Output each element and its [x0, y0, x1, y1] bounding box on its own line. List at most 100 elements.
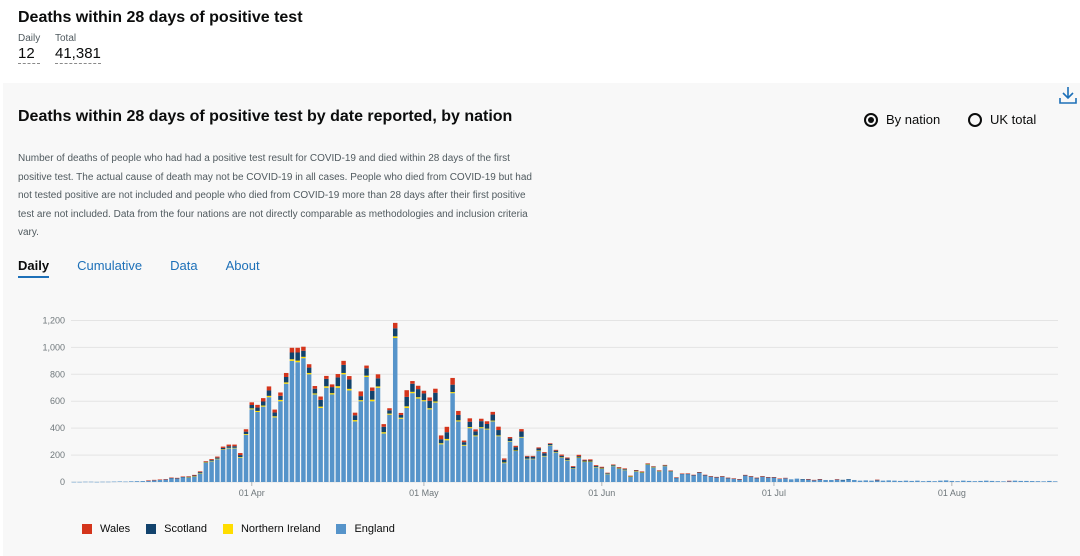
bar-scotland[interactable]	[519, 431, 524, 437]
bar-england[interactable]	[301, 358, 306, 482]
bar-england[interactable]	[949, 480, 955, 482]
radio-by-nation[interactable]: By nation	[864, 112, 940, 127]
bar-england[interactable]	[461, 445, 467, 482]
bar-scotland[interactable]	[341, 364, 346, 373]
bar-england[interactable]	[800, 479, 805, 482]
bar-northern-ireland[interactable]	[622, 469, 627, 471]
bar-england[interactable]	[961, 480, 966, 482]
bar-england[interactable]	[536, 451, 541, 482]
bar-england[interactable]	[903, 480, 909, 482]
bar-england[interactable]	[318, 407, 323, 482]
bar-northern-ireland[interactable]	[261, 405, 266, 407]
bar-scotland[interactable]	[496, 430, 501, 436]
bar-wales[interactable]	[616, 467, 622, 468]
bar-scotland[interactable]	[846, 479, 851, 480]
bar-scotland[interactable]	[370, 390, 375, 400]
bar-scotland[interactable]	[490, 414, 496, 421]
bar-wales[interactable]	[593, 465, 599, 466]
bar-wales[interactable]	[404, 390, 409, 397]
bar-england[interactable]	[645, 464, 650, 483]
bar-england[interactable]	[697, 472, 702, 482]
bar-scotland[interactable]	[306, 367, 312, 373]
bar-northern-ireland[interactable]	[530, 458, 536, 460]
bar-northern-ireland[interactable]	[668, 471, 673, 472]
bar-england[interactable]	[1012, 480, 1018, 482]
bar-scotland[interactable]	[559, 455, 564, 458]
bar-wales[interactable]	[461, 440, 467, 443]
bar-england[interactable]	[238, 457, 243, 482]
bar-wales[interactable]	[427, 397, 432, 401]
bar-england[interactable]	[1024, 480, 1029, 482]
bar-wales[interactable]	[295, 347, 300, 353]
bar-england[interactable]	[588, 461, 593, 482]
bar-scotland[interactable]	[616, 467, 622, 469]
bar-england[interactable]	[100, 481, 105, 483]
bar-england[interactable]	[163, 479, 168, 482]
bar-england[interactable]	[863, 480, 869, 482]
bar-wales[interactable]	[714, 476, 719, 478]
bar-england[interactable]	[806, 479, 811, 482]
legend-item-england[interactable]: England	[336, 523, 395, 535]
bar-northern-ireland[interactable]	[421, 400, 427, 402]
bar-scotland[interactable]	[467, 421, 473, 428]
bar-wales[interactable]	[765, 477, 771, 478]
bar-scotland[interactable]	[215, 457, 220, 459]
bar-england[interactable]	[456, 421, 461, 482]
bar-northern-ireland[interactable]	[203, 462, 209, 463]
bar-scotland[interactable]	[656, 470, 662, 472]
bar-wales[interactable]	[559, 454, 564, 456]
bar-wales[interactable]	[674, 477, 679, 478]
bar-england[interactable]	[197, 473, 203, 482]
bar-scotland[interactable]	[714, 477, 719, 478]
bar-england[interactable]	[381, 433, 386, 482]
bar-wales[interactable]	[266, 386, 272, 391]
bar-wales[interactable]	[720, 476, 725, 477]
bar-england[interactable]	[920, 481, 926, 482]
bar-england[interactable]	[771, 477, 777, 482]
bar-england[interactable]	[892, 480, 897, 482]
bar-northern-ireland[interactable]	[599, 468, 605, 469]
bar-england[interactable]	[875, 479, 880, 482]
bar-england[interactable]	[593, 467, 599, 482]
bar-northern-ireland[interactable]	[490, 420, 496, 422]
bar-england[interactable]	[306, 374, 312, 482]
bar-england[interactable]	[794, 478, 800, 482]
bar-england[interactable]	[427, 409, 432, 482]
bar-wales[interactable]	[633, 470, 639, 471]
bar-northern-ireland[interactable]	[605, 473, 610, 475]
legend-item-scotland[interactable]: Scotland	[146, 523, 207, 535]
bar-northern-ireland[interactable]	[553, 451, 559, 453]
bar-scotland[interactable]	[312, 388, 318, 394]
bar-england[interactable]	[71, 481, 77, 483]
bar-wales[interactable]	[387, 408, 392, 411]
bar-england[interactable]	[651, 467, 656, 482]
bar-england[interactable]	[450, 393, 455, 482]
bar-scotland[interactable]	[461, 442, 467, 445]
bar-england[interactable]	[117, 481, 123, 482]
bar-wales[interactable]	[473, 429, 478, 432]
bar-england[interactable]	[811, 479, 817, 482]
bar-northern-ireland[interactable]	[347, 388, 352, 391]
bar-england[interactable]	[915, 480, 920, 482]
bar-england[interactable]	[295, 362, 300, 482]
bar-scotland[interactable]	[702, 475, 708, 476]
bar-wales[interactable]	[215, 456, 220, 458]
bar-england[interactable]	[404, 407, 409, 482]
bar-england[interactable]	[720, 476, 725, 482]
bar-scotland[interactable]	[840, 479, 846, 481]
bar-northern-ireland[interactable]	[312, 393, 318, 395]
bar-northern-ireland[interactable]	[547, 445, 553, 446]
daily-value[interactable]: 12	[18, 45, 41, 64]
legend-item-northern-ireland[interactable]: Northern Ireland	[222, 523, 320, 535]
bar-england[interactable]	[743, 475, 748, 482]
bar-wales[interactable]	[622, 468, 627, 470]
bar-wales[interactable]	[249, 402, 254, 405]
bar-northern-ireland[interactable]	[266, 395, 272, 398]
bar-northern-ireland[interactable]	[186, 477, 191, 478]
bar-wales[interactable]	[324, 375, 329, 379]
bar-england[interactable]	[192, 476, 197, 482]
bar-wales[interactable]	[375, 374, 381, 379]
bar-england[interactable]	[834, 479, 840, 482]
bar-scotland[interactable]	[588, 460, 593, 462]
bar-scotland[interactable]	[266, 390, 272, 396]
